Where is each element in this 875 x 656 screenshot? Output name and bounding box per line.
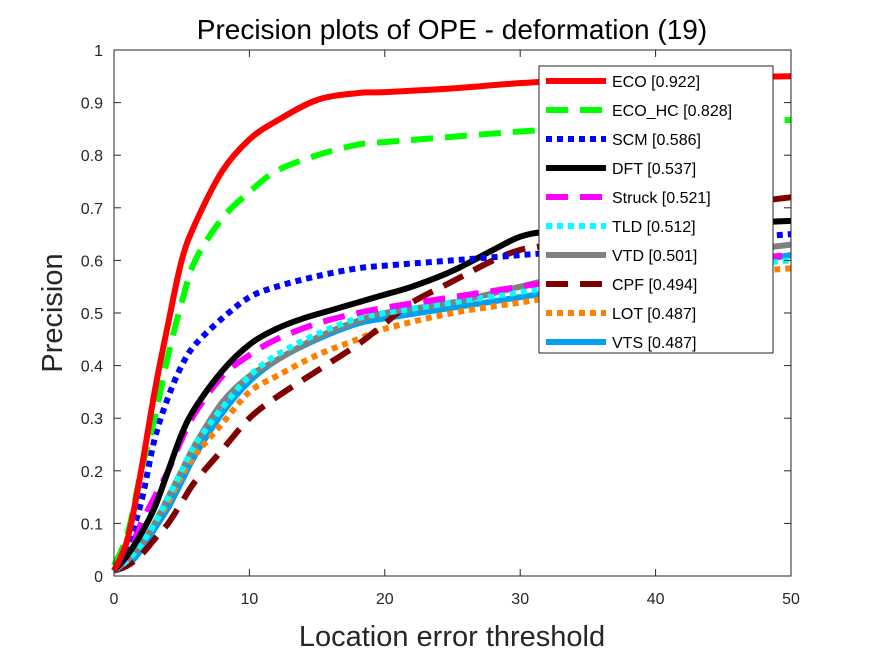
legend-label: TLD [0.512] — [612, 219, 696, 236]
legend-label: CPF [0.494] — [612, 277, 697, 294]
y-tick-label: 0.2 — [81, 464, 103, 481]
legend-label: LOT [0.487] — [612, 306, 696, 323]
legend: ECO [0.922] ECO_HC [0.828] SCM [0.586] DFT … — [538, 65, 774, 354]
legend-label: Struck [0.521] — [612, 190, 711, 207]
y-tick-label: 0.6 — [81, 253, 103, 270]
x-axis-label: Location error threshold — [299, 621, 605, 653]
y-tick-label: 0.4 — [81, 359, 103, 376]
y-tick-label: 0.7 — [81, 201, 103, 218]
y-tick-label: 0 — [94, 569, 103, 586]
legend-box — [538, 65, 774, 354]
x-tick-label: 50 — [782, 591, 800, 608]
y-axis-label: Precision — [37, 253, 69, 372]
x-tick-label: 10 — [241, 591, 259, 608]
y-tick-label: 0.1 — [81, 516, 103, 533]
y-tick-label: 1 — [94, 43, 103, 60]
chart-title: Precision plots of OPE - deformation (19… — [197, 14, 707, 45]
x-tick-label: 40 — [647, 591, 665, 608]
legend-label: SCM [0.586] — [612, 132, 701, 149]
x-tick-label: 0 — [110, 591, 119, 608]
series-line-lot — [112, 265, 792, 574]
y-tick-label: 0.3 — [81, 411, 103, 428]
y-tick-label: 0.8 — [81, 148, 103, 165]
legend-label: VTD [0.501] — [612, 248, 697, 265]
legend-label: DFT [0.537] — [612, 161, 696, 178]
ticks-layer: 0 10 20 30 40 50 0 0.1 0.2 0.3 0.4 0.5 0.6 0.7 0.8 0.9 1 — [81, 43, 800, 608]
y-tick-label: 0.9 — [81, 96, 103, 113]
x-tick-label: 30 — [511, 591, 529, 608]
y-tick-label: 0.5 — [81, 306, 103, 323]
x-tick-label: 20 — [376, 591, 394, 608]
legend-label: VTS [0.487] — [612, 335, 697, 352]
legend-label: ECO_HC [0.828] — [612, 103, 732, 120]
legend-label: ECO [0.922] — [612, 74, 700, 91]
